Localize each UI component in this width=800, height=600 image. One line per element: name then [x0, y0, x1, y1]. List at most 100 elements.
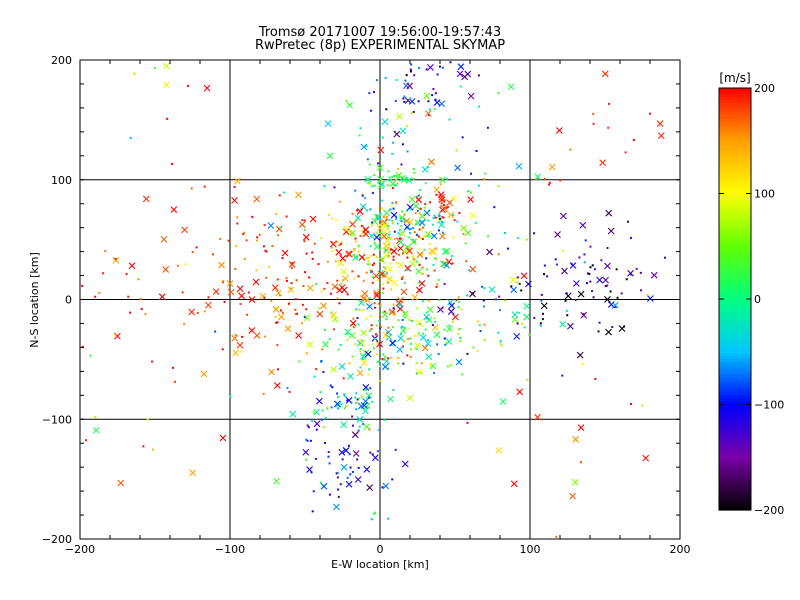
data-point-dot	[402, 326, 405, 329]
colorbar-swatch	[719, 320, 751, 324]
colorbar-swatch	[719, 181, 751, 186]
colorbar-swatch	[719, 127, 751, 131]
data-point-dot	[391, 219, 394, 222]
data-point-dot	[386, 331, 389, 334]
data-point-dot	[431, 94, 434, 97]
data-point-dot	[417, 262, 420, 265]
data-point-dot	[351, 212, 354, 215]
data-point-dot	[346, 399, 349, 402]
data-point-x	[253, 195, 261, 203]
data-point-dot	[434, 98, 437, 101]
data-point-dot	[352, 248, 355, 251]
data-point-dot	[392, 222, 395, 225]
data-point-dot	[388, 230, 391, 233]
data-point-dot	[401, 276, 404, 279]
data-point-x	[446, 325, 453, 333]
data-point-dot	[446, 206, 449, 209]
data-point-dot	[372, 174, 375, 177]
data-point-dot	[382, 266, 385, 269]
data-point-dot	[382, 353, 385, 356]
data-point-dot	[406, 354, 409, 357]
data-point-dot	[429, 364, 432, 367]
colorbar-swatch	[719, 464, 751, 469]
data-point-x	[272, 305, 280, 313]
data-point-dot	[539, 324, 542, 327]
data-point-dot	[350, 234, 353, 237]
data-point-x	[577, 424, 585, 431]
data-point-x	[559, 320, 567, 328]
data-point-dot	[371, 281, 374, 284]
data-point-dot	[357, 275, 360, 278]
data-point-dot	[380, 207, 383, 210]
data-point-dot	[586, 272, 589, 275]
data-point-dot	[184, 263, 187, 266]
y-axis-label: N-S location [km]	[28, 252, 41, 348]
colorbar-swatch	[719, 235, 751, 240]
data-point-dot	[242, 233, 245, 236]
data-point-dot	[458, 301, 461, 304]
data-point-dot	[466, 352, 469, 355]
data-point-dot	[365, 317, 368, 320]
data-point-x	[248, 327, 256, 334]
data-point-dot	[630, 402, 633, 405]
data-point-x	[163, 62, 170, 70]
data-point-dot	[385, 218, 388, 221]
data-point-dot	[589, 245, 592, 248]
data-point-dot	[89, 354, 92, 357]
data-point-dot	[433, 269, 436, 272]
data-point-dot	[403, 218, 406, 221]
data-point-x	[306, 284, 314, 292]
data-point-dot	[397, 362, 400, 365]
colorbar-swatch	[719, 305, 751, 309]
data-point-dot	[516, 322, 519, 325]
data-point-x	[376, 225, 384, 232]
data-point-dot	[81, 345, 84, 348]
data-point-dot	[236, 222, 239, 225]
data-point-dot	[281, 311, 284, 314]
data-point-x	[342, 275, 349, 283]
data-point-dot	[477, 74, 480, 77]
data-point-x	[381, 311, 389, 319]
colorbar-swatch	[719, 226, 751, 231]
data-point-dot	[406, 256, 409, 259]
data-point-dot	[305, 458, 308, 461]
data-point-dot	[311, 420, 314, 423]
data-point-dot	[301, 322, 304, 325]
data-point-dot	[394, 174, 397, 177]
data-point-x	[399, 127, 407, 135]
data-point-dot	[306, 439, 309, 442]
data-point-dot	[376, 218, 379, 221]
data-point-dot	[303, 240, 306, 243]
colorbar-swatch	[719, 154, 751, 158]
data-point-x	[604, 296, 611, 303]
data-point-dot	[133, 72, 136, 75]
data-point-dot	[436, 73, 439, 76]
data-point-dot	[393, 246, 396, 249]
data-point-x	[313, 408, 320, 416]
data-point-dot	[338, 200, 341, 203]
data-point-x	[373, 234, 381, 241]
colorbar-swatch	[719, 479, 751, 484]
data-point-dot	[191, 251, 194, 254]
colorbar-swatch	[719, 482, 751, 487]
data-point-dot	[384, 267, 387, 270]
y-tick-label: 0	[65, 294, 72, 307]
data-point-x	[275, 289, 282, 297]
data-point-dot	[312, 411, 315, 414]
data-point-dot	[639, 289, 642, 292]
colorbar-swatch	[719, 193, 751, 198]
data-point-dot	[402, 252, 405, 255]
data-point-x	[401, 460, 409, 468]
data-point-dot	[370, 221, 373, 224]
data-point-x	[227, 288, 235, 296]
colorbar-swatch	[719, 115, 751, 119]
colorbar-swatch	[719, 341, 751, 345]
data-point-dot	[258, 233, 261, 236]
data-point-dot	[171, 366, 174, 369]
data-point-x	[509, 276, 517, 284]
data-point-dot	[298, 360, 301, 363]
data-point-x	[362, 384, 370, 391]
data-point-x	[425, 353, 433, 361]
data-point-dot	[420, 222, 423, 225]
data-point-dot	[401, 325, 404, 328]
